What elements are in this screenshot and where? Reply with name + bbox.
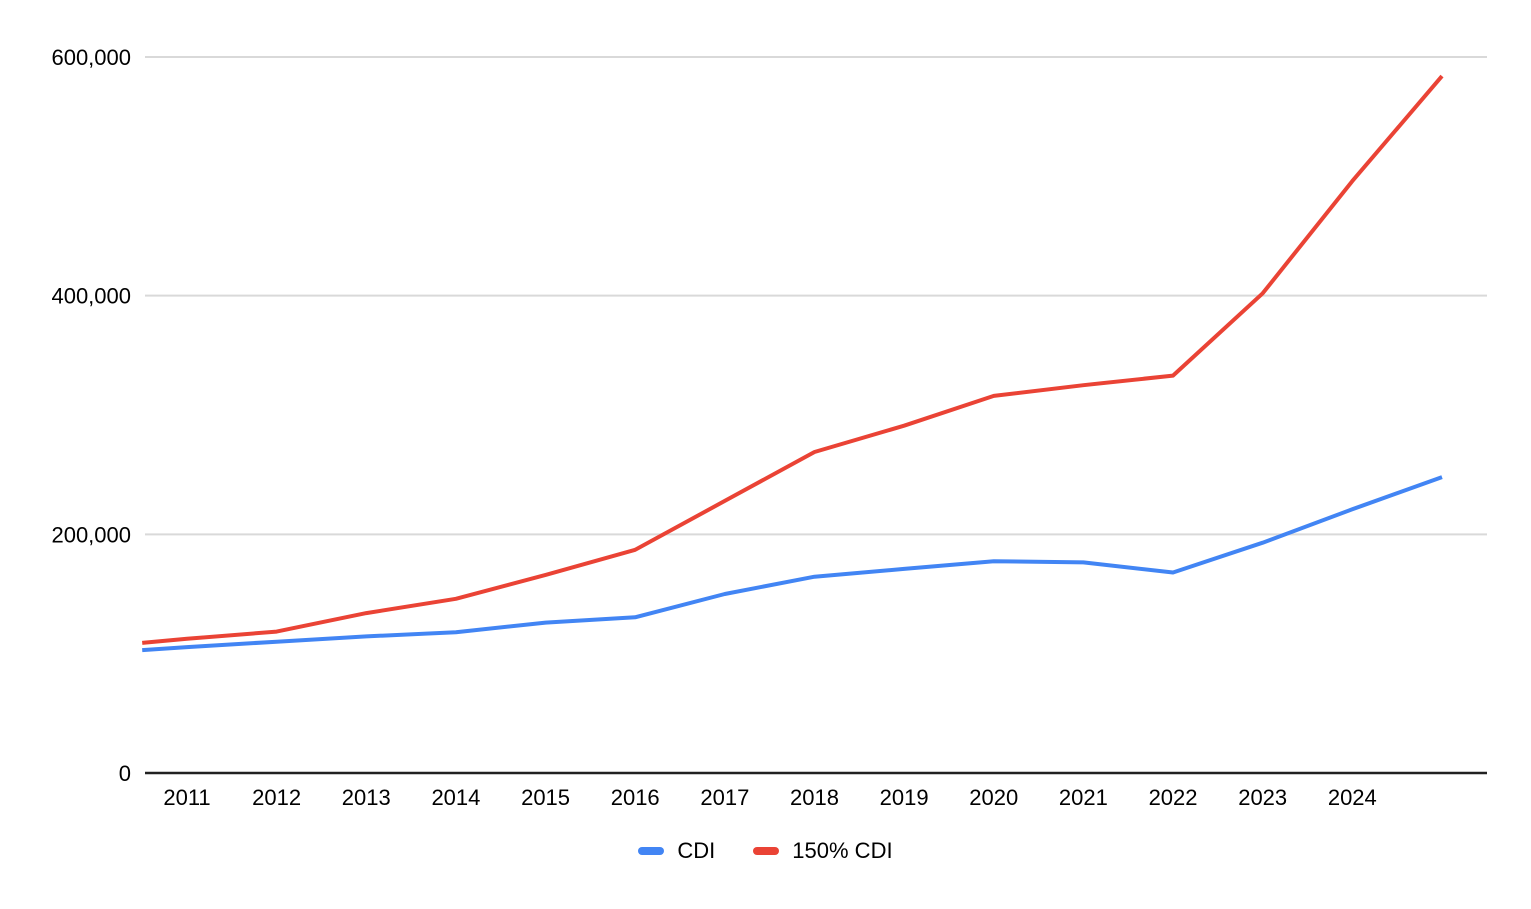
150-cdi-legend-swatch [753,847,780,855]
y-axis-tick-label: 400,000 [51,284,131,309]
x-axis-tick-label: 2013 [342,785,391,810]
x-axis-tick-label: 2011 [163,785,210,810]
150-cdi-series-line [142,74,1444,645]
x-axis-tick-label: 2022 [1149,785,1198,810]
legend-item-150-cdi[interactable]: 150% CDI [753,838,893,864]
x-axis-tick-label: 2017 [700,785,749,810]
x-axis-tick-label: 2012 [252,785,301,810]
y-axis-tick-label: 0 [119,761,131,786]
y-axis-tick-label: 600,000 [51,45,131,70]
cdi-legend-swatch [638,847,665,855]
x-axis-tick-label: 2018 [790,785,839,810]
cdi-legend-label: CDI [677,838,716,863]
chart-legend: CDI 150% CDI [0,838,1531,864]
x-axis-tick-label: 2015 [521,785,570,810]
y-axis-tick-label: 200,000 [51,522,131,547]
x-axis-tick-label: 2014 [431,785,480,810]
cdi-series-line [142,475,1443,653]
x-axis-tick-label: 2016 [611,785,660,810]
legend-item-cdi[interactable]: CDI [638,838,715,864]
150-cdi-legend-label: 150% CDI [792,838,893,863]
x-axis-tick-label: 2021 [1059,785,1108,810]
x-axis-tick-label: 2019 [880,785,929,810]
x-axis-tick-label: 2023 [1238,785,1287,810]
x-axis-tick-label: 2024 [1328,785,1377,810]
x-axis-tick-label: 2020 [969,785,1018,810]
